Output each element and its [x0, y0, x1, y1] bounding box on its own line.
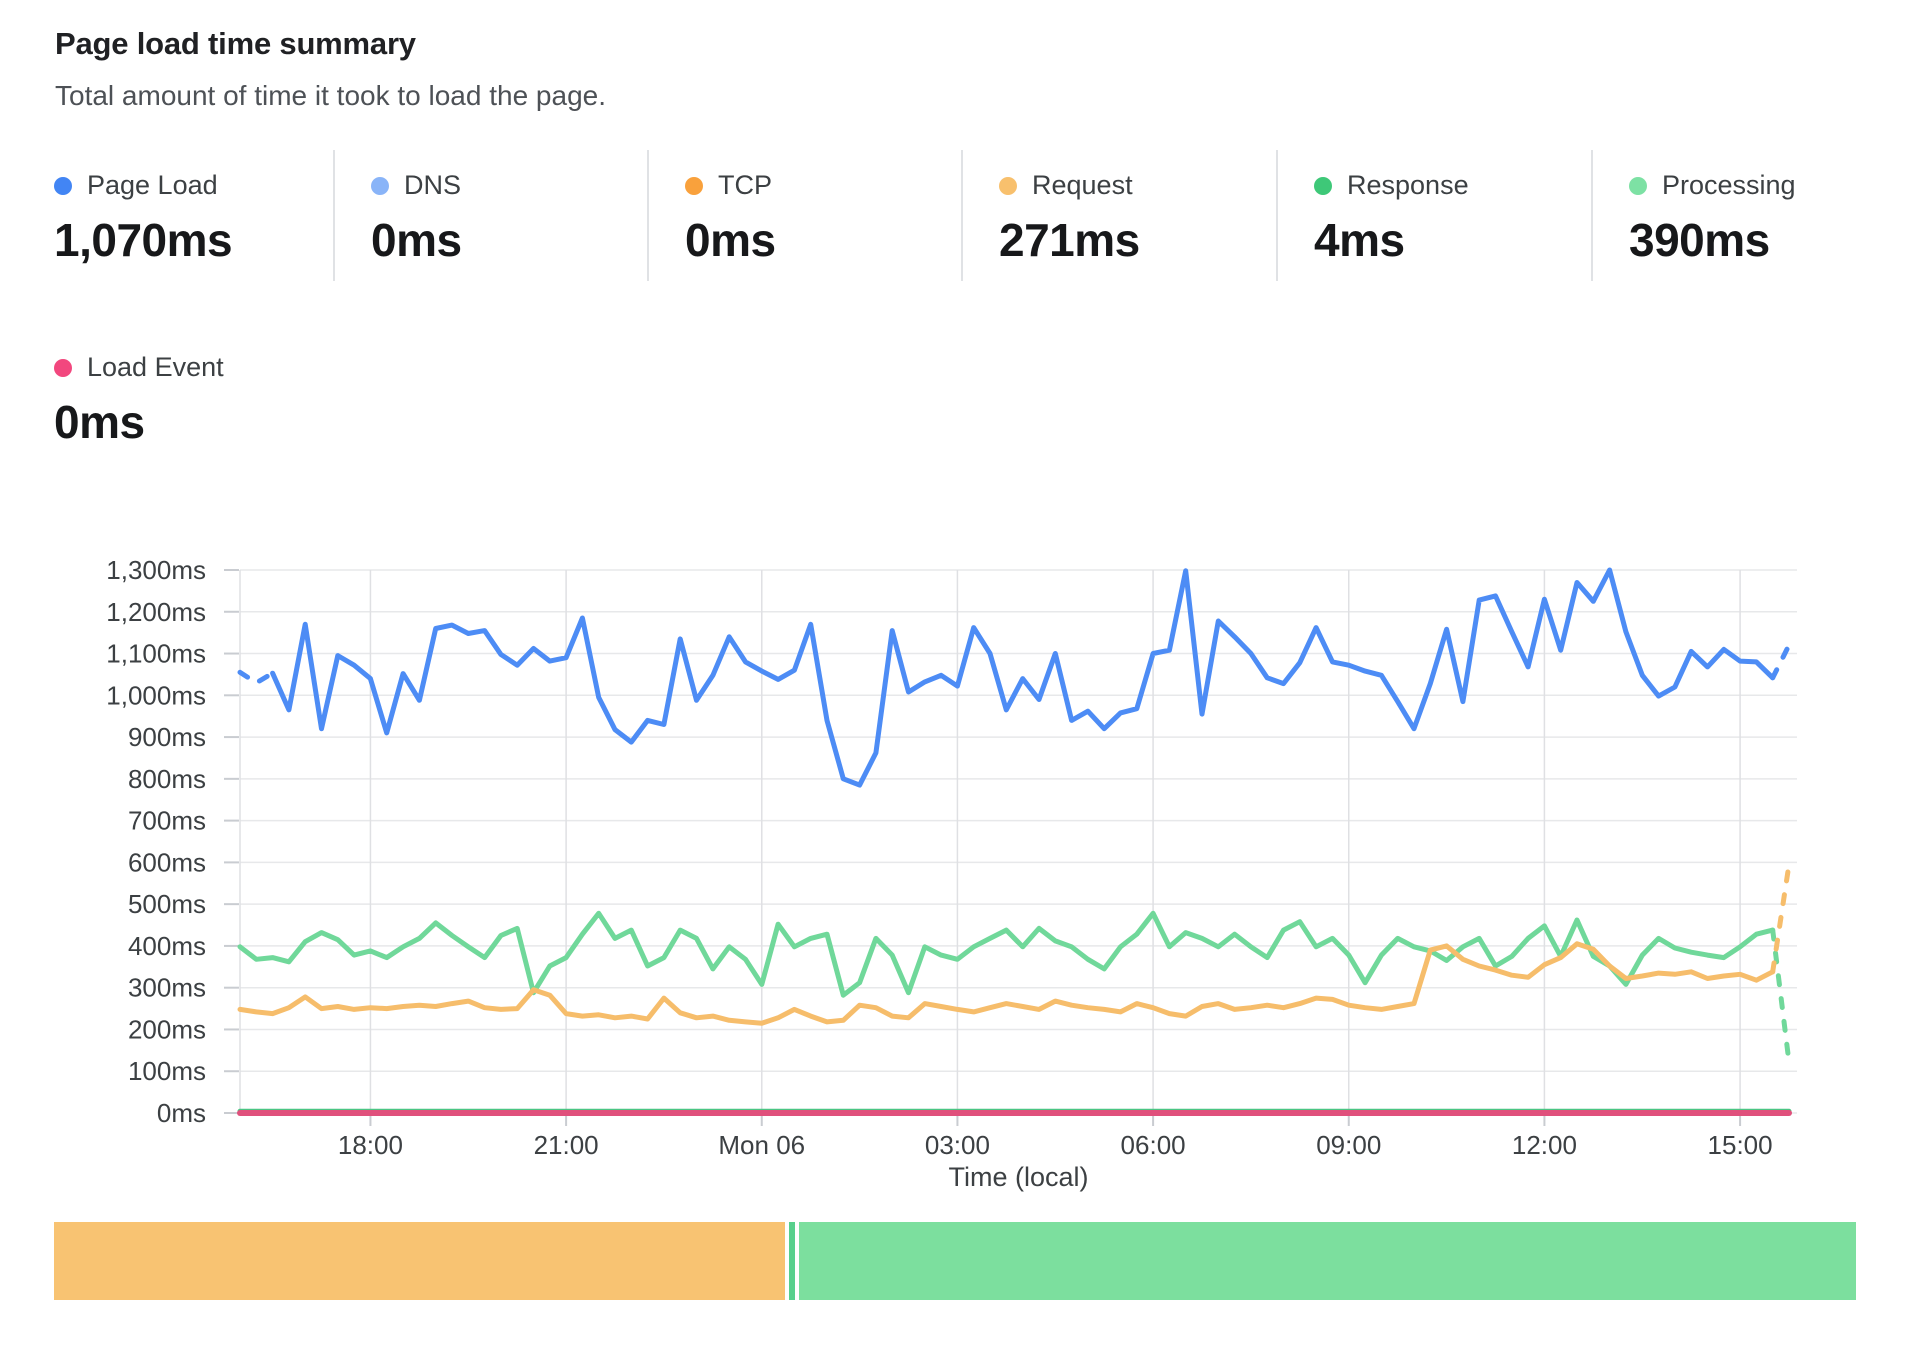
metric-tcp: TCP 0ms — [647, 150, 961, 281]
svg-text:09:00: 09:00 — [1316, 1130, 1381, 1160]
metric-label: Page Load — [87, 170, 218, 200]
processing-legend-dot-icon — [1629, 176, 1647, 195]
metrics-row-2: Load Event 0ms — [54, 332, 224, 463]
svg-text:200ms: 200ms — [128, 1014, 206, 1044]
page-subtitle: Total amount of time it took to load the… — [55, 80, 607, 111]
svg-text:12:00: 12:00 — [1512, 1130, 1577, 1160]
svg-text:Mon 06: Mon 06 — [718, 1130, 805, 1160]
metric-dns: DNS 0ms — [333, 150, 647, 281]
minimap-segment-request-phase — [54, 1222, 785, 1300]
metric-page-load: Page Load 1,070ms — [54, 150, 333, 281]
metric-response: Response 4ms — [1276, 150, 1591, 281]
svg-text:100ms: 100ms — [128, 1056, 206, 1086]
svg-text:Time (local): Time (local) — [948, 1162, 1088, 1192]
svg-text:18:00: 18:00 — [338, 1130, 403, 1160]
svg-text:03:00: 03:00 — [925, 1130, 990, 1160]
metric-value: 1,070ms — [54, 214, 233, 266]
timeline-minimap-bar[interactable] — [54, 1222, 1856, 1300]
metric-label: Load Event — [87, 352, 224, 382]
minimap-segment-gap — [795, 1222, 799, 1300]
dns-legend-dot-icon — [371, 176, 389, 195]
request-legend-dot-icon — [999, 176, 1017, 195]
tcp-legend-dot-icon — [685, 176, 703, 195]
minimap-segment-gap — [785, 1222, 789, 1300]
metrics-row: Page Load 1,070ms DNS 0ms TCP 0ms Reques… — [54, 150, 1906, 281]
svg-text:1,100ms: 1,100ms — [106, 639, 206, 669]
metric-value: 4ms — [1314, 214, 1405, 266]
svg-text:300ms: 300ms — [128, 973, 206, 1003]
response-legend-dot-icon — [1314, 176, 1332, 195]
metric-label: Processing — [1662, 170, 1796, 200]
page-title: Page load time summary — [55, 26, 416, 61]
page-load-legend-dot-icon — [54, 176, 72, 195]
minimap-segment-processing-phase — [799, 1222, 1856, 1300]
svg-text:15:00: 15:00 — [1708, 1130, 1773, 1160]
svg-text:1,200ms: 1,200ms — [106, 597, 206, 627]
svg-text:0ms: 0ms — [157, 1098, 206, 1128]
svg-text:600ms: 600ms — [128, 847, 206, 877]
metric-value: 0ms — [371, 214, 462, 266]
svg-text:900ms: 900ms — [128, 722, 206, 752]
svg-text:06:00: 06:00 — [1121, 1130, 1186, 1160]
page-load-time-chart[interactable]: 0ms 100ms 200ms 300ms 400ms 500ms 600ms 700ms 80… — [0, 440, 1910, 1202]
svg-text:500ms: 500ms — [128, 889, 206, 919]
svg-text:400ms: 400ms — [128, 931, 206, 961]
svg-text:1,000ms: 1,000ms — [106, 680, 206, 710]
metric-load-event: Load Event 0ms — [54, 332, 224, 463]
metric-label: Request — [1032, 170, 1133, 200]
metric-value: 0ms — [685, 214, 776, 266]
metric-label: DNS — [404, 170, 462, 200]
metric-value: 390ms — [1629, 214, 1770, 266]
metric-value: 0ms — [54, 396, 145, 448]
svg-text:800ms: 800ms — [128, 764, 206, 794]
metric-label: TCP — [718, 170, 772, 200]
load-event-legend-dot-icon — [54, 358, 72, 377]
minimap-segment-divider-sliver — [789, 1222, 795, 1300]
svg-text:1,300ms: 1,300ms — [106, 555, 206, 585]
panel-header: Page load time summary Total amount of t… — [55, 26, 606, 112]
svg-text:700ms: 700ms — [128, 806, 206, 836]
metric-label: Response — [1347, 170, 1469, 200]
svg-text:21:00: 21:00 — [534, 1130, 599, 1160]
metric-value: 271ms — [999, 214, 1140, 266]
metric-request: Request 271ms — [961, 150, 1276, 281]
metric-processing: Processing 390ms — [1591, 150, 1906, 281]
